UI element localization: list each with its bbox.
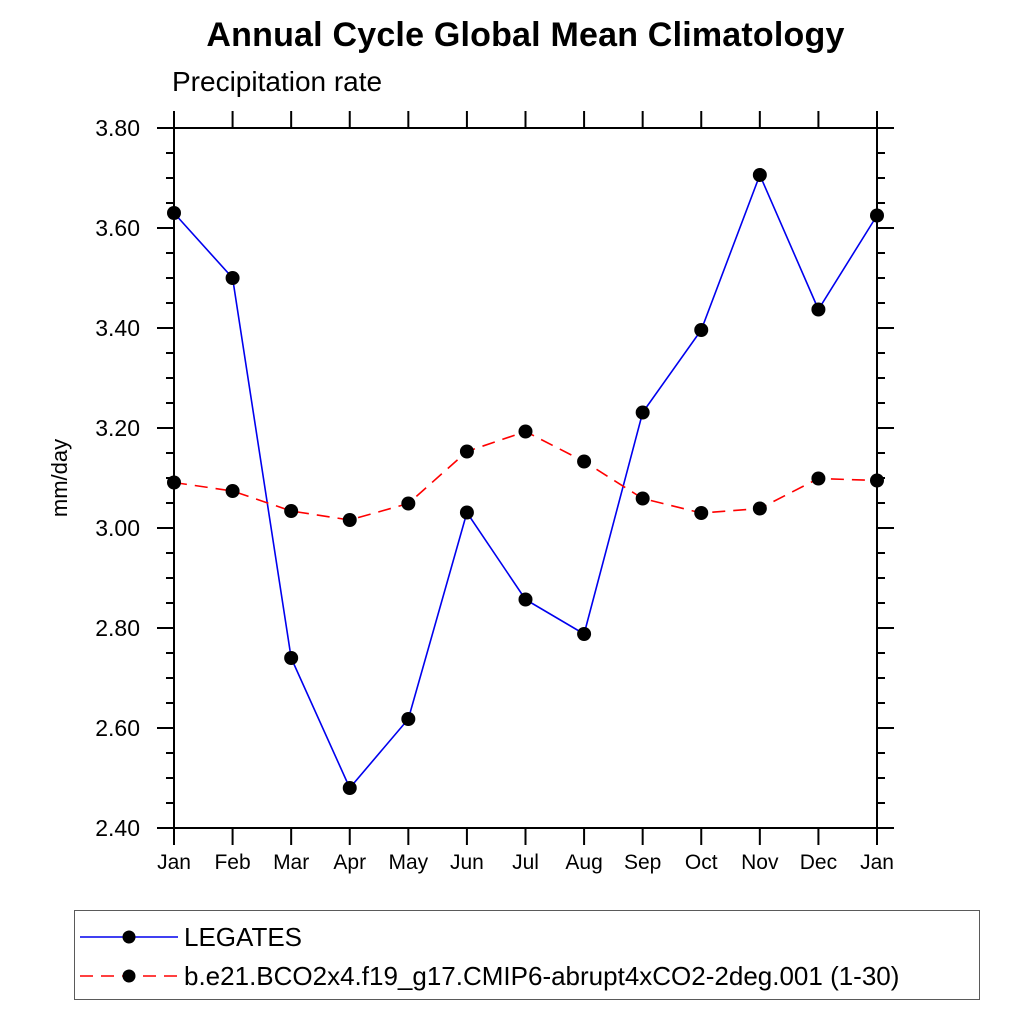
- legend-line-sample-1: [80, 930, 178, 944]
- x-tick-label: Feb: [214, 851, 251, 874]
- legend-marker: [122, 969, 136, 983]
- legend-line-sample-2: [80, 969, 178, 983]
- legend-label-1: LEGATES: [184, 921, 303, 952]
- data-point-marker: [811, 471, 826, 486]
- data-point-marker: [694, 323, 709, 337]
- legend: LEGATES b.e21.BCO2x4.f19_g17.CMIP6-abrupt…: [74, 910, 980, 1000]
- legend-entry-2: b.e21.BCO2x4.f19_g17.CMIP6-abrupt4xCO2-2…: [79, 960, 899, 992]
- data-point-marker: [167, 475, 181, 490]
- x-tick-label: Apr: [333, 851, 367, 874]
- data-point-marker: [811, 302, 826, 317]
- data-point-marker: [459, 505, 474, 520]
- x-tick-label: Jan: [157, 851, 191, 874]
- y-tick-label: 3.80: [95, 115, 140, 141]
- y-tick-label: 3.20: [95, 415, 140, 441]
- y-tick-label: 2.80: [95, 615, 140, 641]
- x-axis-ticks: [173, 111, 878, 845]
- data-point-marker: [284, 651, 299, 665]
- data-point-marker: [752, 501, 767, 516]
- data-point-marker: [518, 592, 533, 607]
- data-point-marker: [635, 491, 650, 506]
- data-point-marker: [694, 506, 709, 520]
- x-tick-label: Sep: [623, 851, 662, 874]
- data-point-marker: [225, 484, 240, 498]
- x-tick-label: Jan: [860, 851, 894, 874]
- x-tick-label: May: [388, 851, 429, 874]
- y-tick-label: 3.00: [95, 515, 140, 541]
- legend-marker: [122, 930, 136, 944]
- data-point-marker: [577, 454, 592, 469]
- series-line-1: [173, 172, 878, 790]
- y-tick-label: 3.60: [95, 215, 140, 241]
- x-tick-label: Oct: [684, 851, 718, 874]
- x-tick-label: Mar: [273, 851, 310, 874]
- plot-frame: [173, 127, 878, 829]
- data-point-marker: [752, 168, 767, 182]
- x-tick-label: Aug: [565, 851, 603, 874]
- y-tick-label: 2.40: [95, 815, 140, 841]
- series-markers-2: [167, 424, 884, 527]
- data-point-marker: [284, 504, 299, 518]
- data-point-marker: [459, 444, 474, 459]
- series-line-2: [173, 430, 878, 521]
- data-point-marker: [518, 424, 533, 439]
- data-point-marker: [225, 271, 240, 285]
- x-tick-label: Nov: [741, 851, 779, 874]
- data-point-marker: [870, 208, 884, 223]
- x-tick-label: Jul: [512, 851, 539, 874]
- x-tick-label: Dec: [799, 851, 838, 874]
- chart-subtitle: Precipitation rate: [172, 66, 383, 97]
- data-point-marker: [870, 473, 884, 488]
- data-point-marker: [635, 405, 650, 420]
- legend-label-2: b.e21.BCO2x4.f19_g17.CMIP6-abrupt4xCO2-2…: [184, 960, 900, 991]
- data-point-marker: [167, 206, 181, 220]
- chart-title: Annual Cycle Global Mean Climatology: [206, 16, 845, 54]
- y-tick-label: 3.40: [95, 315, 140, 341]
- data-point-marker: [577, 627, 592, 641]
- y-axis-ticks: [157, 127, 894, 829]
- data-point-marker: [401, 496, 416, 511]
- series-markers-1: [167, 168, 884, 795]
- data-point-marker: [401, 712, 416, 726]
- data-point-marker: [342, 513, 357, 527]
- data-point-marker: [342, 781, 357, 795]
- legend-entry-1: LEGATES: [79, 921, 302, 953]
- x-tick-label: Jun: [449, 851, 484, 874]
- y-tick-label: 2.60: [95, 715, 140, 741]
